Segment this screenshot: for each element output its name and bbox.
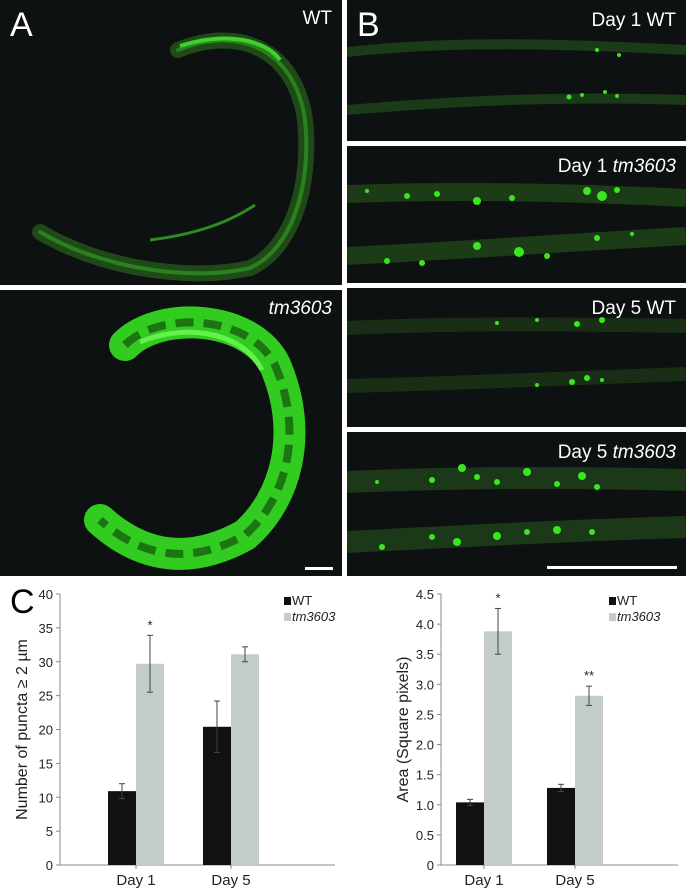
day1-wt-fluorescence — [347, 39, 686, 115]
y-tick-label: 35 — [39, 621, 53, 636]
y-axis-label: Number of puncta ≥ 2 µm — [14, 639, 31, 820]
panel-b-day1-wt-image: B Day 1 WT — [347, 0, 686, 141]
y-tick-label: 4.5 — [416, 587, 434, 602]
panel-a-mutant-image: tm3603 — [0, 290, 342, 576]
day1-mutant-label: Day 1 tm3603 — [557, 156, 676, 177]
bar-WT-day-1 — [456, 802, 484, 865]
bar-WT-day-5 — [547, 787, 575, 865]
x-tick-label: Day 5 — [555, 872, 594, 889]
y-tick-label: 5 — [46, 824, 53, 839]
puncta-area-chart: 0 0.5 1.0 1.5 2.0 2.5 3.0 3.5 4.0 4.5 Area (Square… — [395, 587, 678, 889]
significance-marker: * — [147, 617, 152, 632]
y-tick-label: 40 — [39, 587, 53, 602]
day1-mutant-fluorescence — [347, 182, 686, 266]
bar-tm3603-day-1 — [136, 663, 164, 865]
significance-marker: ** — [584, 668, 594, 683]
scale-bar-a — [305, 567, 333, 570]
legend-label-tm3603: tm3603 — [292, 609, 336, 624]
y-tick-label: 1.0 — [416, 798, 434, 813]
y-tick-label: 15 — [39, 756, 53, 771]
y-tick-label: 3.0 — [416, 677, 434, 692]
bar-tm3603-day-1 — [484, 631, 512, 865]
day5-mutant-fluorescence — [347, 464, 686, 553]
mutant-worm-fluorescence — [84, 306, 306, 570]
y-axis-label: Area (Square pixels) — [395, 657, 412, 803]
bar-tm3603-day-5 — [231, 654, 259, 865]
significance-marker: * — [495, 590, 500, 605]
y-tick-label: 2.5 — [416, 707, 434, 722]
day1-wt-label: Day 1 WT — [591, 10, 676, 31]
y-tick-label: 0.5 — [416, 828, 434, 843]
day5-mutant-label: Day 5 tm3603 — [557, 442, 676, 463]
y-tick-label: 3.5 — [416, 647, 434, 662]
y-tick-label: 10 — [39, 790, 53, 805]
panel-b-day1-mutant-image: Day 1 tm3603 — [347, 146, 686, 283]
legend-swatch-WT — [284, 597, 291, 605]
legend-label-WT: WT — [617, 593, 637, 608]
legend-swatch-WT — [609, 597, 616, 605]
legend-label-WT: WT — [292, 593, 312, 608]
panel-a-wt-image: A WT — [0, 0, 342, 285]
legend-swatch-tm3603 — [609, 613, 616, 621]
y-tick-label: 0 — [46, 858, 53, 873]
x-tick-label: Day 1 — [464, 872, 503, 889]
panel-b-letter: B — [357, 6, 380, 44]
panel-b-day5-wt-image: Day 5 WT — [347, 288, 686, 427]
puncta-count-chart: 0 5 10 15 20 25 30 35 40 Number of puncta ≥ 2 µm *… — [14, 587, 336, 889]
legend-label-tm3603: tm3603 — [617, 609, 661, 624]
panel-a-letter: A — [10, 6, 33, 44]
y-tick-label: 2.0 — [416, 738, 434, 753]
wt-worm-fluorescence — [32, 32, 315, 282]
y-tick-label: 1.5 — [416, 768, 434, 783]
bar-WT-day-1 — [108, 791, 136, 865]
y-tick-label: 0 — [427, 858, 434, 873]
y-tick-label: 25 — [39, 689, 53, 704]
legend-swatch-tm3603 — [284, 613, 291, 621]
x-tick-label: Day 5 — [211, 872, 250, 889]
x-tick-label: Day 1 — [116, 872, 155, 889]
panel-a-wt-label: WT — [302, 8, 332, 29]
y-tick-label: 30 — [39, 655, 53, 670]
bar-tm3603-day-5 — [575, 695, 603, 865]
panel-b-day5-mutant-image: Day 5 tm3603 — [347, 432, 686, 576]
y-tick-label: 20 — [39, 723, 53, 738]
scale-bar-b — [547, 566, 677, 569]
panel-c-letter: C — [10, 583, 35, 621]
panel-a-mutant-label: tm3603 — [268, 298, 332, 319]
day5-wt-label: Day 5 WT — [591, 298, 676, 319]
y-tick-label: 4.0 — [416, 617, 434, 632]
day5-wt-fluorescence — [347, 317, 686, 393]
